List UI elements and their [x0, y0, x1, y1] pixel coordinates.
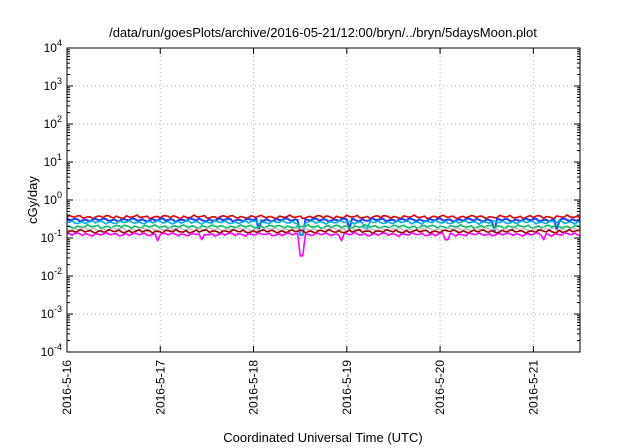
grid-lines: [66, 48, 580, 352]
x-tick-label: 2016-5-20: [433, 360, 447, 415]
y-tick-label: 10-2: [41, 266, 62, 283]
x-tick-label: 2016-5-17: [153, 360, 167, 415]
x-tick-label: 2016-5-21: [526, 360, 540, 415]
series-lines: [66, 214, 581, 257]
y-tick-label: 103: [44, 76, 62, 93]
chart-title: /data/run/goesPlots/archive/2016-05-21/1…: [109, 25, 537, 40]
series-line: [66, 231, 581, 257]
series-line: [67, 219, 581, 236]
x-axis-label: Coordinated Universal Time (UTC): [223, 430, 422, 445]
y-tick-label: 100: [44, 190, 62, 207]
y-tick-label: 10-3: [41, 304, 62, 321]
y-tick-label: 104: [44, 38, 62, 55]
axis-ticks: 10-4 10-3 10-2 10-1 100 101 102 103 104 2016-5-16…: [41, 38, 580, 415]
series-line: [66, 226, 581, 233]
y-tick-label: 10-4: [41, 342, 62, 359]
y-tick-label: 101: [44, 152, 62, 169]
series-line: [66, 228, 581, 235]
x-tick-label: 2016-5-18: [247, 360, 261, 415]
y-tick-label: 10-1: [41, 228, 62, 245]
series-line: [66, 214, 581, 220]
y-axis-label: cGy/day: [25, 176, 40, 224]
x-tick-label: 2016-5-19: [340, 360, 354, 415]
x-tick-label: 2016-5-16: [60, 360, 74, 415]
y-tick-label: 102: [44, 114, 62, 131]
